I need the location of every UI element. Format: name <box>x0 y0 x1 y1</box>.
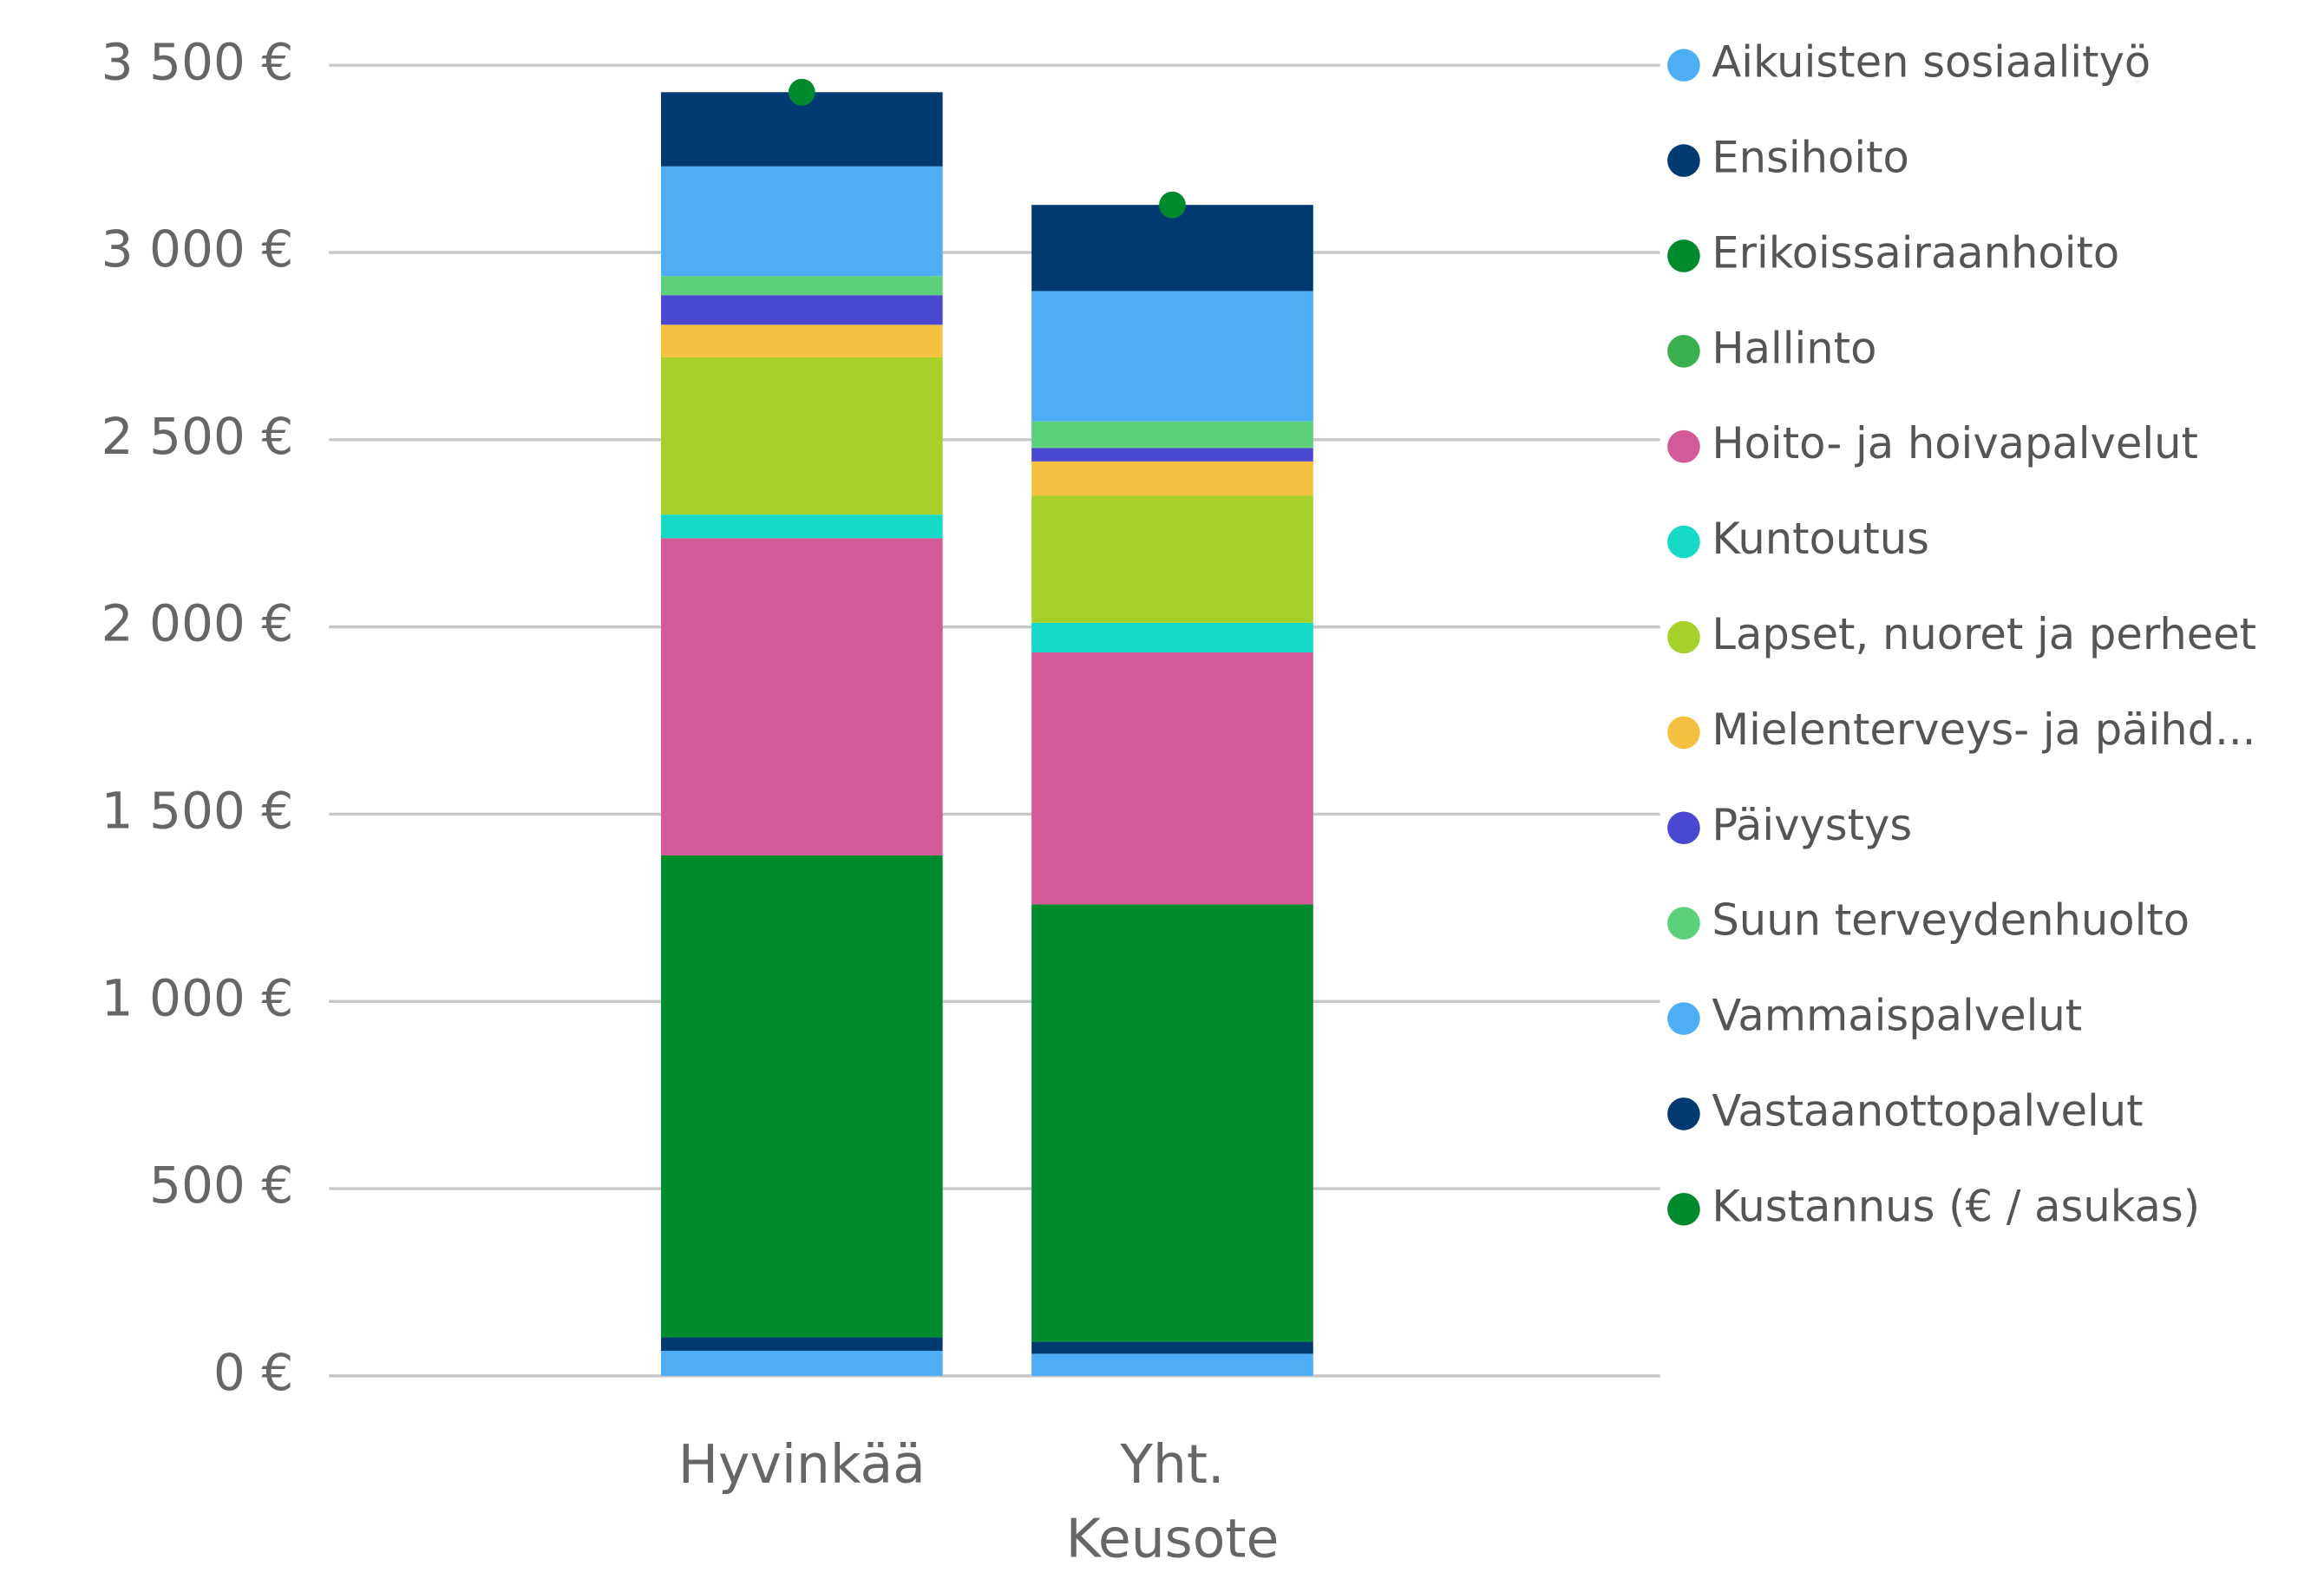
legend-marker <box>1667 335 1700 368</box>
bar-segment <box>1031 904 1313 1342</box>
x-tick-label: Hyvinkää <box>678 1435 926 1497</box>
y-tick-label: 1 000 € <box>101 968 294 1027</box>
bar-segment <box>1031 448 1313 462</box>
legend-marker <box>1667 1097 1700 1130</box>
legend-label: Mielenterveys- ja päihd... <box>1712 704 2255 755</box>
bar-segment <box>661 276 943 296</box>
bar-segment <box>1031 421 1313 449</box>
cost-point <box>788 78 815 106</box>
bar-segment <box>1031 1341 1313 1354</box>
legend-label: Päivystys <box>1712 800 1912 850</box>
bar-segment <box>1031 622 1313 652</box>
legend-marker <box>1667 1002 1700 1035</box>
legend-marker <box>1667 429 1700 463</box>
legend-marker <box>1667 907 1700 940</box>
legend-marker <box>1667 144 1700 177</box>
bar-segment <box>661 538 943 855</box>
legend-label: Vastaanottopalvelut <box>1712 1085 2143 1136</box>
bar-segment <box>1031 461 1313 496</box>
bar-segment <box>1031 291 1313 422</box>
bar-segment <box>661 357 943 515</box>
bar-segment <box>661 324 943 357</box>
bar-segment <box>661 1350 943 1376</box>
legend-label: Suun terveydenhuolto <box>1712 895 2190 946</box>
bar-segment <box>1031 205 1313 292</box>
legend-label: Erikoissairaanhoito <box>1712 227 2119 278</box>
legend-label: Aikuisten sosiaalityö <box>1712 37 2151 88</box>
legend-label: Lapset, nuoret ja perheet <box>1712 609 2256 659</box>
legend-label: Kustannus (€ / asukas) <box>1712 1181 2200 1231</box>
y-tick-label: 1 500 € <box>101 782 294 841</box>
cost-point <box>1159 191 1186 219</box>
bar-segment <box>661 166 943 277</box>
bar-segment <box>1031 652 1313 905</box>
legend-marker <box>1667 716 1700 750</box>
legend-marker <box>1667 811 1700 845</box>
y-tick-label: 0 € <box>213 1343 293 1402</box>
y-tick-label: 3 500 € <box>101 32 294 91</box>
legend-label: Kuntoutus <box>1712 514 1929 564</box>
bar-segment <box>661 855 943 1338</box>
legend-marker <box>1667 239 1700 272</box>
legend-marker <box>1667 525 1700 559</box>
bar-segment <box>661 1337 943 1351</box>
y-tick-label: 2 500 € <box>101 407 294 466</box>
legend-marker <box>1667 49 1700 82</box>
legend-label: Hallinto <box>1712 323 1876 373</box>
bar-segment <box>1031 495 1313 623</box>
bar-segment <box>661 295 943 325</box>
legend-label: Vammaispalvelut <box>1712 991 2082 1041</box>
y-tick-label: 3 000 € <box>101 219 294 278</box>
bar-segment <box>661 514 943 539</box>
legend-marker <box>1667 620 1700 654</box>
y-tick-label: 2 000 € <box>101 594 294 653</box>
legend-label: Ensihoito <box>1712 133 1908 183</box>
x-tick-label: Yht. Keusote <box>1065 1435 1280 1570</box>
legend-label: Hoito- ja hoivapalvelut <box>1712 418 2198 468</box>
y-tick-label: 500 € <box>149 1156 293 1215</box>
bar-segment <box>1031 1353 1313 1376</box>
legend-marker <box>1667 1192 1700 1226</box>
